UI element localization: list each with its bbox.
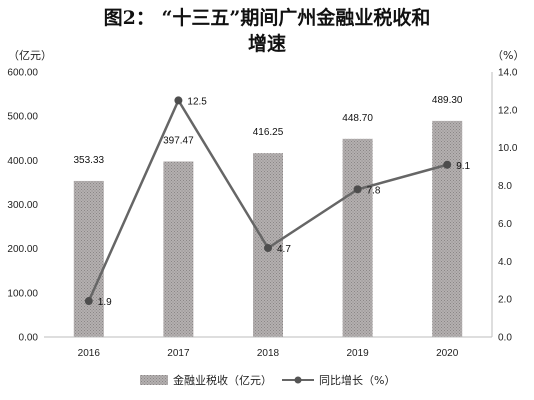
growth-point	[264, 244, 272, 253]
right-axis-ticks: 0.0 2.0 4.0 6.0 8.0 10.0 12.0 14.0	[498, 68, 518, 344]
growth-value-label: 4.7	[277, 244, 291, 255]
chart-title-line-2: 增速	[248, 32, 286, 55]
left-tick-label: 200.00	[7, 244, 38, 255]
bar-value-label: 397.47	[163, 135, 194, 146]
bar-value-label: 489.30	[432, 95, 463, 106]
bar	[342, 138, 373, 337]
growth-point	[174, 96, 183, 105]
left-axis-unit: （亿元）	[8, 49, 52, 62]
right-tick-label: 4.0	[498, 257, 512, 268]
growth-value-label: 9.1	[456, 161, 470, 172]
bar	[432, 120, 463, 337]
legend-label-bar: 金融业税收（亿元）	[173, 373, 272, 387]
x-tick-label: 2020	[436, 348, 459, 359]
right-axis-unit: （%）	[492, 49, 524, 62]
left-tick-label: 400.00	[7, 156, 38, 167]
right-tick-label: 14.0	[498, 68, 518, 79]
x-tick-label: 2017	[167, 348, 190, 359]
growth-value-label: 12.5	[187, 96, 207, 107]
legend-swatch-marker	[294, 376, 302, 384]
right-tick-label: 2.0	[498, 295, 512, 306]
left-tick-label: 300.00	[7, 200, 38, 211]
line-series	[84, 96, 452, 306]
bar	[73, 180, 104, 337]
left-tick-label: 500.00	[7, 112, 38, 123]
right-tick-label: 10.0	[498, 143, 518, 154]
left-axis-ticks: 0.00 100.00 200.00 300.00 400.00 500.00 600.00	[7, 68, 38, 344]
x-axis-ticks: 2016 2017 2018 2019 2020	[78, 348, 459, 359]
right-tick-label: 6.0	[498, 219, 512, 230]
growth-point	[353, 185, 362, 194]
bar-value-label: 416.25	[253, 127, 284, 138]
data-labels: 353.33 397.47 416.25 448.70 489.30 1.9 12.5 4.7…	[74, 95, 471, 308]
right-tick-label: 8.0	[498, 181, 512, 192]
bar-value-label: 353.33	[74, 155, 105, 166]
x-tick-label: 2016	[78, 348, 101, 359]
legend: 金融业税收（亿元） 同比增长（%）	[140, 373, 395, 387]
right-tick-label: 12.0	[498, 105, 518, 116]
growth-point	[443, 160, 452, 169]
left-tick-label: 100.00	[7, 288, 38, 299]
left-tick-label: 600.00	[7, 68, 38, 79]
bar-series	[73, 120, 463, 337]
growth-value-label: 7.8	[367, 185, 381, 196]
x-tick-label: 2018	[257, 348, 280, 359]
growth-point	[84, 297, 93, 306]
legend-swatch-bar	[140, 375, 168, 385]
growth-value-label: 1.9	[98, 297, 112, 308]
left-tick-label: 0.00	[19, 333, 39, 344]
bar-value-label: 448.70	[342, 113, 373, 124]
x-tick-label: 2019	[346, 348, 369, 359]
bar	[163, 161, 194, 337]
right-tick-label: 0.0	[498, 333, 512, 344]
chart-title-line-1: 图2： “十三五”期间广州金融业税收和	[104, 6, 431, 29]
axes	[44, 72, 493, 338]
legend-label-line: 同比增长（%）	[319, 373, 395, 387]
